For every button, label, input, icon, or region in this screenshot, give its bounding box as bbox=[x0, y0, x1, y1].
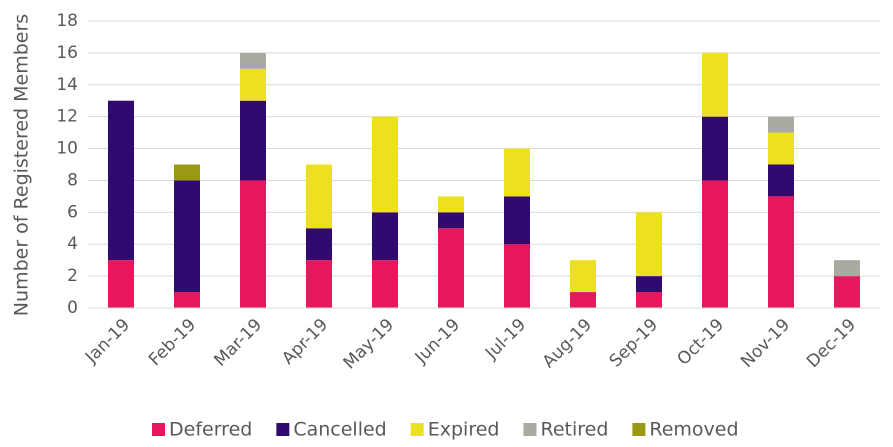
bar-segment bbox=[174, 292, 200, 308]
bar-segment bbox=[108, 100, 134, 261]
x-tick-label: Aug-19 bbox=[539, 315, 596, 372]
legend-swatch bbox=[410, 423, 424, 436]
bar-segment bbox=[768, 116, 794, 133]
legend-swatch bbox=[632, 423, 646, 436]
bar-segment bbox=[636, 276, 662, 293]
bar-segment bbox=[834, 276, 860, 308]
bar-segment bbox=[702, 180, 728, 308]
legend-label: Expired bbox=[428, 419, 500, 441]
y-tick-label: 0 bbox=[67, 298, 78, 318]
bar-segment bbox=[372, 116, 398, 213]
legend-swatch bbox=[152, 423, 165, 436]
x-tick-label: Jul-19 bbox=[481, 315, 530, 364]
bar-segment bbox=[108, 260, 134, 308]
bar-segment bbox=[240, 180, 266, 308]
legend-label: Deferred bbox=[169, 419, 252, 441]
y-tick-label: 8 bbox=[67, 170, 78, 190]
x-tick-label: Mar-19 bbox=[210, 315, 266, 371]
x-tick-label: Feb-19 bbox=[145, 315, 200, 370]
bar-segment bbox=[372, 260, 398, 308]
legend-swatch bbox=[523, 423, 537, 436]
x-tick-label: Oct-19 bbox=[674, 315, 729, 370]
legend-swatch bbox=[276, 423, 290, 436]
bar-segment bbox=[636, 292, 662, 308]
y-tick-label: 14 bbox=[56, 75, 78, 95]
y-tick-label: 18 bbox=[56, 11, 78, 31]
bar-segment bbox=[504, 148, 530, 197]
bar-segment bbox=[174, 164, 200, 181]
bar-segment bbox=[768, 164, 794, 197]
bar-segment bbox=[768, 132, 794, 165]
bar-segment bbox=[306, 164, 332, 229]
legend-label: Cancelled bbox=[293, 419, 386, 441]
y-axis-label: Number of Registered Members bbox=[11, 14, 33, 316]
bar-segment bbox=[636, 212, 662, 277]
x-tick-label: May-19 bbox=[340, 315, 398, 373]
x-tick-label: Apr-19 bbox=[278, 315, 332, 369]
bar-segment bbox=[570, 260, 596, 293]
bar-segment bbox=[702, 52, 728, 117]
x-tick-label: Jan-19 bbox=[81, 315, 134, 368]
y-tick-label: 12 bbox=[56, 107, 78, 127]
legend-label: Removed bbox=[649, 419, 738, 441]
bar-segment bbox=[438, 196, 464, 213]
bar-segment bbox=[702, 116, 728, 181]
bar-segment bbox=[438, 228, 464, 308]
bar-segment bbox=[570, 292, 596, 308]
bar-segment bbox=[768, 196, 794, 308]
bar-segment bbox=[834, 260, 860, 277]
bar-segment bbox=[240, 52, 266, 69]
y-tick-label: 16 bbox=[56, 43, 78, 63]
bar-segment bbox=[306, 228, 332, 261]
bar-segment bbox=[240, 100, 266, 181]
bar-segment bbox=[306, 260, 332, 308]
y-tick-label: 4 bbox=[67, 234, 78, 254]
x-tick-label: Jun-19 bbox=[411, 315, 464, 368]
y-tick-label: 2 bbox=[67, 266, 78, 286]
x-tick-label: Sep-19 bbox=[606, 315, 662, 371]
bar-segment bbox=[504, 244, 530, 308]
bar-segment bbox=[372, 212, 398, 261]
x-tick-label: Nov-19 bbox=[737, 315, 794, 372]
y-tick-label: 6 bbox=[67, 202, 78, 222]
bar-segment bbox=[438, 212, 464, 229]
bar-segment bbox=[174, 180, 200, 293]
x-tick-label: Dec-19 bbox=[803, 315, 860, 372]
y-tick-label: 10 bbox=[56, 139, 78, 159]
bar-segment bbox=[240, 68, 266, 101]
bar-segment bbox=[504, 196, 530, 245]
legend-label: Retired bbox=[540, 419, 608, 441]
